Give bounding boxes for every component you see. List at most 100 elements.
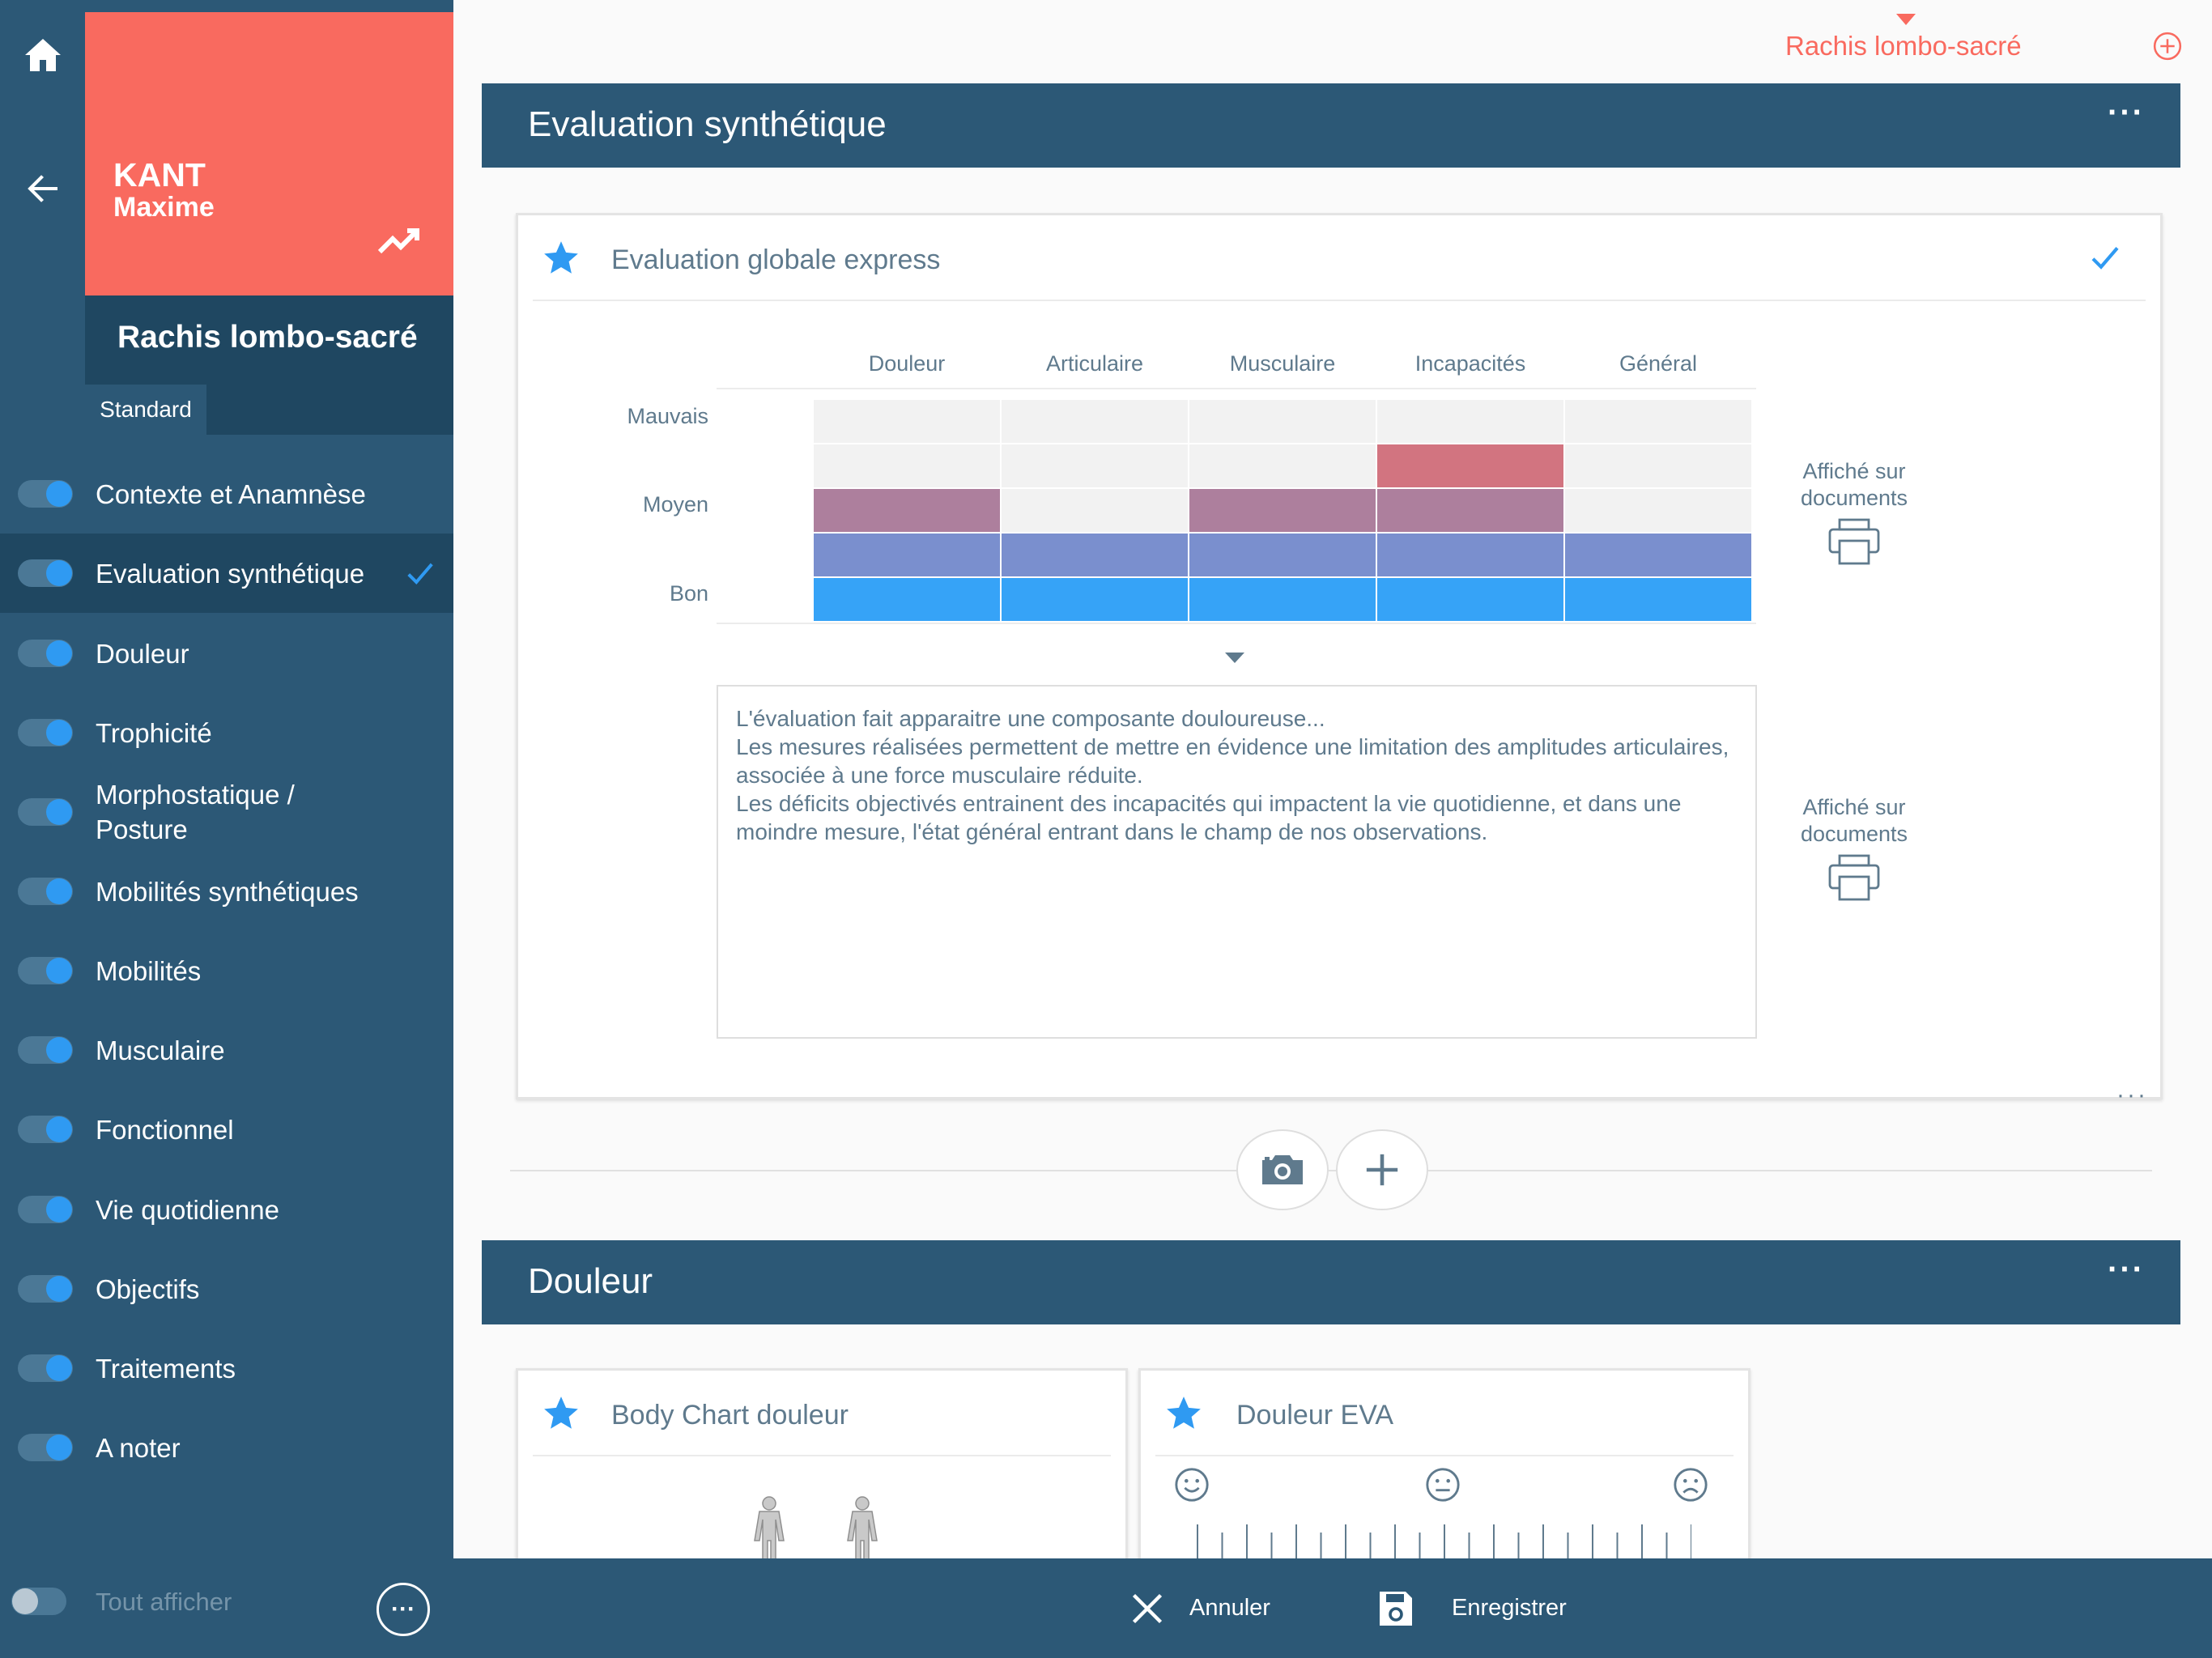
card-more-button[interactable]: ··· — [2116, 1082, 2148, 1108]
sidebar-item[interactable]: Douleur — [0, 614, 453, 693]
column-header: Incapacités — [1414, 351, 1526, 376]
body-chart-card[interactable]: Body Chart douleur — [516, 1368, 1128, 1579]
star-icon[interactable] — [541, 1393, 581, 1434]
grid-cell[interactable] — [1189, 400, 1376, 443]
home-icon — [24, 38, 61, 71]
section-toggle[interactable] — [18, 640, 73, 667]
plus-circle-icon[interactable] — [2152, 31, 2183, 62]
grid-cell[interactable] — [1565, 444, 1751, 487]
sidebar-item[interactable]: A noter — [0, 1408, 453, 1487]
section-toggle[interactable] — [18, 559, 73, 587]
section-toggle[interactable] — [18, 1116, 73, 1143]
section-toggle[interactable] — [18, 1275, 73, 1303]
grid-cell[interactable] — [1002, 489, 1188, 532]
cancel-button[interactable]: Annuler — [1129, 1558, 1270, 1658]
camera-icon — [1262, 1155, 1303, 1184]
home-button[interactable] — [0, 12, 85, 97]
show-all-toggle[interactable] — [11, 1588, 66, 1615]
sidebar-item[interactable]: Musculaire — [0, 1010, 453, 1090]
card-title: Douleur EVA — [1236, 1400, 1394, 1431]
sidebar-item-label: Vie quotidienne — [96, 1194, 279, 1225]
section-douleur: Douleur ··· — [482, 1240, 2180, 1324]
save-icon — [1380, 1591, 1412, 1626]
grid-cell[interactable] — [1189, 489, 1376, 532]
patient-last-name: KANT — [113, 156, 206, 193]
sidebar-item[interactable]: Traitements — [0, 1329, 453, 1408]
evaluation-textarea[interactable]: L'évaluation fait apparaitre une composa… — [717, 685, 1757, 1039]
section-toggle[interactable] — [18, 719, 73, 746]
card-title: Body Chart douleur — [611, 1400, 849, 1431]
section-toggle[interactable] — [18, 480, 73, 508]
camera-button[interactable] — [1236, 1129, 1329, 1210]
grid-cell[interactable] — [1189, 444, 1376, 487]
grid-cell[interactable] — [1002, 400, 1188, 443]
card-header: Evaluation globale express — [533, 215, 2146, 301]
section-title: Evaluation synthétique — [528, 104, 887, 144]
section-toggle[interactable] — [18, 1354, 73, 1382]
region-block: Rachis lombo-sacré Standard — [85, 295, 453, 435]
grid-cell[interactable] — [1565, 400, 1751, 443]
column-header: Général — [1619, 351, 1698, 376]
displayed-on-documents-text[interactable]: Affiché sur documents — [1781, 794, 1927, 901]
patient-card[interactable]: KANT Maxime — [85, 12, 453, 295]
section-more-button[interactable]: ··· — [2108, 1252, 2145, 1287]
grid-cell[interactable] — [1377, 534, 1563, 576]
sidebar-item[interactable]: Objectifs — [0, 1249, 453, 1329]
grid-cell[interactable] — [1189, 578, 1376, 621]
sidebar-item[interactable]: Trophicité — [0, 693, 453, 772]
grid-cell[interactable] — [1002, 444, 1188, 487]
sidebar-item[interactable]: Fonctionnel — [0, 1090, 453, 1169]
sidebar-more-button[interactable]: ··· — [376, 1583, 430, 1636]
grid-cell[interactable] — [1377, 444, 1563, 487]
sidebar-item[interactable]: Mobilités synthétiques — [0, 852, 453, 931]
evaluation-globale-card: Evaluation globale express Douleur Articu… — [516, 213, 2163, 1108]
section-toggle[interactable] — [18, 957, 73, 984]
sidebar-item[interactable]: Vie quotidienne — [0, 1170, 453, 1249]
tab-standard[interactable]: Standard — [85, 385, 206, 435]
sidebar-item-label: Contexte et Anamnèse — [96, 478, 366, 509]
grid-cell[interactable] — [1565, 578, 1751, 621]
section-more-button[interactable]: ··· — [2108, 95, 2145, 130]
section-toggle[interactable] — [18, 1036, 73, 1064]
grid-cell[interactable] — [1377, 489, 1563, 532]
grid-cell[interactable] — [1189, 534, 1376, 576]
grid-cell[interactable] — [814, 489, 1000, 532]
grid-cell[interactable] — [1002, 578, 1188, 621]
section-toggle[interactable] — [18, 798, 73, 826]
section-toggle[interactable] — [18, 1434, 73, 1461]
sidebar-item[interactable]: Morphostatique / Posture — [0, 772, 453, 852]
back-button[interactable] — [0, 146, 85, 231]
sidebar-item-label: Objectifs — [96, 1273, 200, 1304]
sidebar-item[interactable]: Contexte et Anamnèse — [0, 454, 453, 534]
grid-cell[interactable] — [814, 534, 1000, 576]
grid-cell[interactable] — [1565, 534, 1751, 576]
save-button[interactable]: Enregistrer — [1376, 1558, 1567, 1658]
star-icon[interactable] — [541, 238, 581, 278]
expand-caret-icon[interactable] — [1225, 653, 1244, 663]
grid-cell[interactable] — [814, 578, 1000, 621]
grid-cell[interactable] — [814, 400, 1000, 443]
section-evaluation-synthetique: Evaluation synthétique ··· — [482, 83, 2180, 168]
grid-divider — [717, 388, 1756, 389]
section-toggle[interactable] — [18, 878, 73, 905]
sidebar-item-label: Morphostatique / Posture — [96, 780, 295, 844]
douleur-eva-card[interactable]: Douleur EVA — [1138, 1368, 1750, 1579]
grid-cell[interactable] — [814, 444, 1000, 487]
column-header: Articulaire — [1045, 351, 1144, 376]
add-item-button[interactable] — [1336, 1129, 1428, 1210]
save-label: Enregistrer — [1452, 1595, 1567, 1621]
grid-cell[interactable] — [1002, 534, 1188, 576]
sidebar-item[interactable]: Evaluation synthétique — [0, 534, 453, 613]
grid-cell[interactable] — [1377, 400, 1563, 443]
sidebar-item-label: Musculaire — [96, 1035, 225, 1065]
region-selector[interactable]: Rachis lombo-sacré — [1785, 31, 2022, 61]
grid-cell[interactable] — [1377, 578, 1563, 621]
trending-up-icon[interactable] — [376, 224, 425, 257]
sidebar-item-label: A noter — [96, 1432, 181, 1463]
star-icon[interactable] — [1163, 1393, 1204, 1434]
sidebar-item[interactable]: Mobilités — [0, 931, 453, 1010]
column-header: Musculaire — [1229, 351, 1336, 376]
grid-cell[interactable] — [1565, 489, 1751, 532]
section-toggle[interactable] — [18, 1196, 73, 1223]
displayed-on-documents-grid[interactable]: Affiché sur documents — [1781, 458, 1927, 565]
